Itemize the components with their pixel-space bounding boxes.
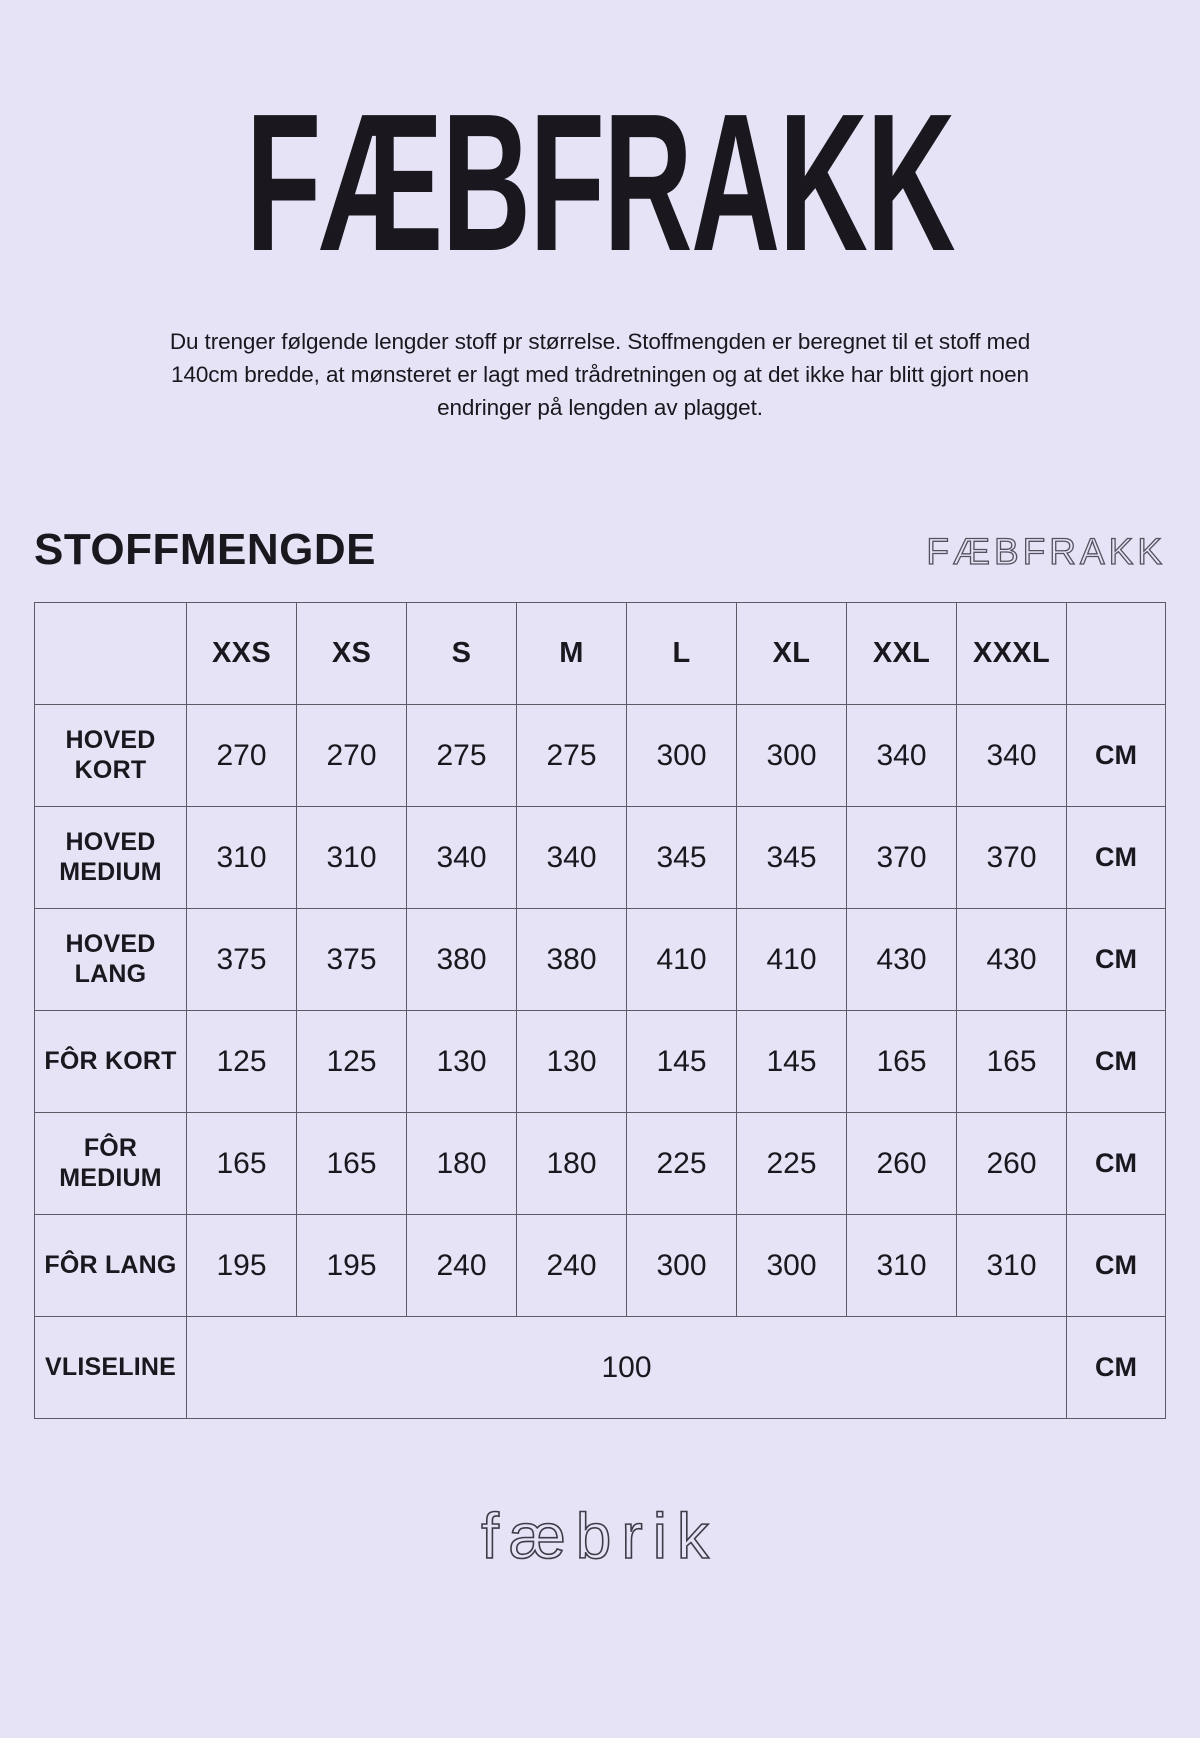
unit-cell: CM <box>1066 908 1166 1011</box>
fabric-length-cell: 275 <box>406 704 517 807</box>
table-row: HOVED LANG 375 375 380 380 410 410 430 4… <box>34 908 1166 1011</box>
fabric-length-cell: 195 <box>186 1214 297 1317</box>
fabric-length-cell: 240 <box>406 1214 517 1317</box>
fabric-length-cell: 270 <box>296 704 407 807</box>
fabric-length-cell: 410 <box>626 908 737 1011</box>
section-header: STOFFMENGDE FÆBFRAKK <box>34 528 1166 572</box>
fabric-length-cell: 300 <box>626 704 737 807</box>
fabric-length-cell: 300 <box>626 1214 737 1317</box>
fabric-length-cell: 125 <box>296 1010 407 1113</box>
fabric-length-cell: 375 <box>186 908 297 1011</box>
fabric-length-cell: 310 <box>296 806 407 909</box>
fabric-length-cell: 370 <box>956 806 1067 909</box>
table-row: FÔR MEDIUM 165 165 180 180 225 225 260 2… <box>34 1112 1166 1215</box>
brand-watermark: FÆBFRAKK <box>926 531 1166 572</box>
fabric-length-cell: 300 <box>736 1214 847 1317</box>
row-label: VLISELINE <box>34 1316 187 1419</box>
row-label: FÔR MEDIUM <box>34 1112 187 1215</box>
row-label: HOVED MEDIUM <box>34 806 187 909</box>
table-header-row: XXS XS S M L XL XXL XXXL <box>34 602 1166 705</box>
row-label: FÔR LANG <box>34 1214 187 1317</box>
size-column-header: XXXL <box>956 602 1067 705</box>
empty-corner-cell <box>34 602 187 705</box>
fabric-length-cell: 225 <box>736 1112 847 1215</box>
unit-cell: CM <box>1066 704 1166 807</box>
size-column-header: L <box>626 602 737 705</box>
fabric-length-cell: 310 <box>956 1214 1067 1317</box>
fabric-length-cell: 225 <box>626 1112 737 1215</box>
size-column-header: XXS <box>186 602 297 705</box>
empty-unit-header-cell <box>1066 602 1166 705</box>
fabric-length-cell: 130 <box>406 1010 517 1113</box>
fabric-length-cell: 345 <box>736 806 847 909</box>
fabric-quantity-table: XXS XS S M L XL XXL XXXL HOVED KORT 270 … <box>34 602 1166 1419</box>
fabric-length-cell: 310 <box>186 806 297 909</box>
page: FÆBFRAKK Du trenger følgende lengder sto… <box>0 85 1200 1738</box>
unit-cell: CM <box>1066 1316 1166 1419</box>
unit-cell: CM <box>1066 1214 1166 1317</box>
fabric-length-cell: 130 <box>516 1010 627 1113</box>
fabric-length-cell: 180 <box>516 1112 627 1215</box>
section-heading: STOFFMENGDE <box>34 525 377 574</box>
fabric-length-cell: 430 <box>956 908 1067 1011</box>
fabrik-logo: fæbrik <box>480 1500 719 1572</box>
fabric-length-cell: 260 <box>956 1112 1067 1215</box>
table-row: HOVED MEDIUM 310 310 340 340 345 345 370… <box>34 806 1166 909</box>
fabric-length-cell: 340 <box>406 806 517 909</box>
fabric-length-cell: 240 <box>516 1214 627 1317</box>
fabric-length-cell: 345 <box>626 806 737 909</box>
fabric-length-cell: 410 <box>736 908 847 1011</box>
fabric-length-cell: 300 <box>736 704 847 807</box>
fabric-length-cell: 310 <box>846 1214 957 1317</box>
unit-cell: CM <box>1066 1112 1166 1215</box>
table-row: FÔR KORT 125 125 130 130 145 145 165 165… <box>34 1010 1166 1113</box>
fabric-length-cell: 165 <box>186 1112 297 1215</box>
row-label: HOVED LANG <box>34 908 187 1011</box>
fabric-length-cell: 340 <box>846 704 957 807</box>
fabric-length-cell: 165 <box>296 1112 407 1215</box>
size-column-header: XL <box>736 602 847 705</box>
unit-cell: CM <box>1066 1010 1166 1113</box>
fabric-length-cell: 260 <box>846 1112 957 1215</box>
table-row: HOVED KORT 270 270 275 275 300 300 340 3… <box>34 704 1166 807</box>
fabric-length-cell: 195 <box>296 1214 407 1317</box>
fabric-length-cell: 375 <box>296 908 407 1011</box>
table-row-vliseline: VLISELINE 100 CM <box>34 1316 1166 1419</box>
fabric-length-cell: 165 <box>846 1010 957 1113</box>
fabric-length-cell: 380 <box>516 908 627 1011</box>
row-label: HOVED KORT <box>34 704 187 807</box>
table-row: FÔR LANG 195 195 240 240 300 300 310 310… <box>34 1214 1166 1317</box>
size-column-header: XXL <box>846 602 957 705</box>
fabric-length-cell: 145 <box>736 1010 847 1113</box>
fabric-length-cell: 275 <box>516 704 627 807</box>
size-column-header: S <box>406 602 517 705</box>
intro-text: Du trenger følgende lengder stoff pr stø… <box>169 329 1031 420</box>
fabric-length-cell: 340 <box>516 806 627 909</box>
pattern-title: FÆBFRAKK <box>245 73 956 292</box>
merged-value-cell: 100 <box>186 1316 1067 1419</box>
fabric-length-cell: 430 <box>846 908 957 1011</box>
fabric-length-cell: 125 <box>186 1010 297 1113</box>
row-label: FÔR KORT <box>34 1010 187 1113</box>
size-column-header: M <box>516 602 627 705</box>
unit-cell: CM <box>1066 806 1166 909</box>
fabric-length-cell: 180 <box>406 1112 517 1215</box>
size-column-header: XS <box>296 602 407 705</box>
fabric-length-cell: 270 <box>186 704 297 807</box>
fabric-length-cell: 165 <box>956 1010 1067 1113</box>
fabric-length-cell: 380 <box>406 908 517 1011</box>
fabric-length-cell: 145 <box>626 1010 737 1113</box>
fabric-length-cell: 340 <box>956 704 1067 807</box>
fabric-length-cell: 370 <box>846 806 957 909</box>
